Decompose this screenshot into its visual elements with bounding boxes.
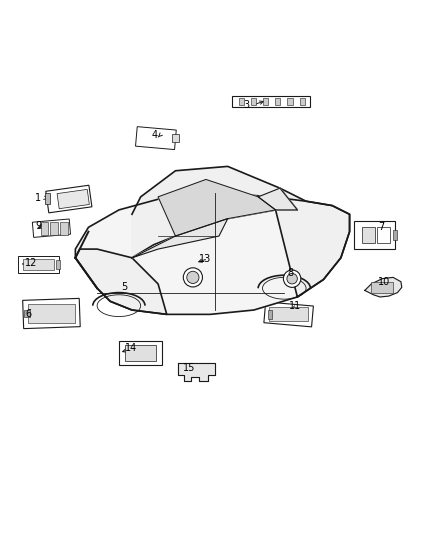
Circle shape xyxy=(283,270,301,287)
Bar xyxy=(135,127,176,150)
Polygon shape xyxy=(158,180,276,236)
Bar xyxy=(300,98,305,104)
Text: 9: 9 xyxy=(35,221,42,231)
Bar xyxy=(46,185,92,213)
Text: 3: 3 xyxy=(243,100,249,110)
FancyBboxPatch shape xyxy=(177,255,201,265)
Bar xyxy=(263,98,268,104)
Text: 14: 14 xyxy=(125,343,138,353)
Text: 6: 6 xyxy=(25,309,32,319)
Bar xyxy=(56,260,60,269)
Bar xyxy=(251,98,256,104)
FancyBboxPatch shape xyxy=(354,221,396,249)
Polygon shape xyxy=(258,188,297,210)
Bar xyxy=(57,189,89,209)
Bar xyxy=(287,98,293,104)
FancyBboxPatch shape xyxy=(119,341,162,365)
Bar xyxy=(25,310,30,317)
Text: 12: 12 xyxy=(25,258,38,268)
Bar xyxy=(28,304,75,323)
Bar xyxy=(173,134,179,142)
Circle shape xyxy=(287,273,297,284)
Bar xyxy=(50,222,58,235)
Text: 7: 7 xyxy=(378,222,384,232)
Bar xyxy=(23,259,53,270)
Bar xyxy=(268,310,272,319)
Bar xyxy=(393,230,397,240)
Polygon shape xyxy=(132,219,228,258)
Text: 15: 15 xyxy=(184,363,196,373)
Text: 8: 8 xyxy=(288,268,294,278)
Polygon shape xyxy=(75,249,167,314)
Bar xyxy=(362,228,375,243)
Text: 10: 10 xyxy=(378,277,390,287)
Bar xyxy=(60,222,67,235)
Bar xyxy=(275,98,280,104)
Circle shape xyxy=(187,271,199,284)
Text: 5: 5 xyxy=(121,282,127,293)
Text: 11: 11 xyxy=(289,301,301,311)
Bar xyxy=(41,222,48,235)
Bar xyxy=(124,286,144,295)
Bar xyxy=(264,302,314,327)
Bar xyxy=(377,228,390,243)
Bar xyxy=(32,219,71,237)
Text: 13: 13 xyxy=(199,254,212,264)
Bar xyxy=(45,193,50,204)
Polygon shape xyxy=(276,188,350,297)
Polygon shape xyxy=(75,192,350,314)
Bar xyxy=(371,282,393,293)
Bar xyxy=(269,308,308,321)
Circle shape xyxy=(184,268,202,287)
Polygon shape xyxy=(365,277,402,297)
Polygon shape xyxy=(178,363,215,381)
Polygon shape xyxy=(132,166,297,258)
FancyBboxPatch shape xyxy=(18,256,59,272)
FancyBboxPatch shape xyxy=(232,96,311,107)
Bar xyxy=(120,282,149,298)
Text: 4: 4 xyxy=(152,130,158,140)
Bar xyxy=(125,345,156,360)
Bar xyxy=(23,298,80,329)
Text: 1: 1 xyxy=(35,193,42,203)
Bar xyxy=(239,98,244,104)
